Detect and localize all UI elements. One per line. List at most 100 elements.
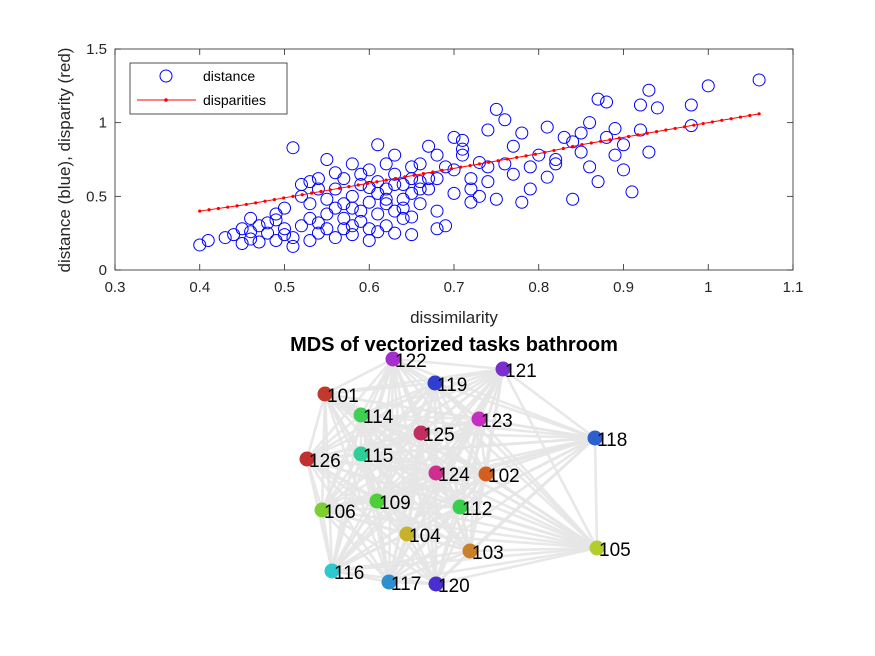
mds-edge xyxy=(478,417,596,440)
disparity-point xyxy=(477,162,482,166)
distance-point xyxy=(506,167,520,181)
mds-edge xyxy=(359,358,395,416)
distance-point xyxy=(608,122,622,136)
x-ticks: 0.3 0.4 0.5 0.6 0.7 0.8 0.9 1 1.1 xyxy=(105,49,804,296)
disparity-point xyxy=(533,152,537,156)
disparity-point xyxy=(244,202,248,207)
disparity-point xyxy=(365,181,370,185)
mds-edge xyxy=(306,367,504,461)
distance-point xyxy=(430,222,444,236)
disparity-point xyxy=(272,197,276,202)
disparity-point xyxy=(701,121,705,126)
mds-edge xyxy=(435,437,596,585)
mds-edge xyxy=(478,418,598,549)
distance-point xyxy=(515,126,529,140)
disparity-point xyxy=(673,126,677,131)
distance-point xyxy=(633,98,647,112)
distance-point xyxy=(583,116,597,130)
distance-point xyxy=(430,148,444,162)
mds-node xyxy=(452,499,468,515)
mds-node xyxy=(478,466,494,482)
mds-edge xyxy=(306,458,437,585)
mds-edge xyxy=(388,436,596,584)
distance-point xyxy=(244,232,258,246)
distance-point xyxy=(608,148,622,162)
distance-point xyxy=(379,182,393,196)
distance-point xyxy=(379,157,393,171)
mds-node xyxy=(317,386,333,402)
y-axis-label: distance (blue), disparity (red) xyxy=(55,48,74,273)
distance-point xyxy=(311,172,325,186)
mds-node-label: 112 xyxy=(462,499,492,520)
disparity-point xyxy=(738,115,743,119)
distance-point xyxy=(193,238,207,252)
x-tick-label: 1.1 xyxy=(783,279,804,296)
distance-point xyxy=(447,186,461,200)
y-ticks: 0 0.5 1 1.5 xyxy=(86,41,793,279)
distance-point xyxy=(303,197,317,211)
mds-edge xyxy=(469,546,598,553)
distance-point xyxy=(439,219,453,233)
disparity-point xyxy=(729,117,733,121)
mds-edge xyxy=(420,367,504,435)
mds-node-label: 123 xyxy=(481,411,513,432)
disparity-point xyxy=(515,155,519,160)
mds-node-label: 116 xyxy=(334,563,364,584)
disparity-point xyxy=(449,167,454,171)
disparity-point xyxy=(524,154,528,158)
distance-point xyxy=(311,182,325,196)
x-tick-label: 0.9 xyxy=(613,279,634,296)
y-tick-label: 1.5 xyxy=(86,41,107,58)
disparity-point xyxy=(487,160,491,164)
disparity-point xyxy=(543,150,547,154)
disparity-point xyxy=(645,131,649,135)
mds-title: MDS of vectorized tasks bathroom xyxy=(290,334,618,356)
distance-point xyxy=(540,170,554,184)
distance-point xyxy=(311,216,325,230)
mds-node xyxy=(428,576,444,592)
disparity-point xyxy=(720,118,724,122)
mds-edge xyxy=(324,357,394,396)
disparity-point xyxy=(440,168,444,173)
mds-node xyxy=(413,425,429,441)
mds-edge xyxy=(388,580,437,586)
distance-point xyxy=(379,192,393,206)
distance-point xyxy=(371,225,385,239)
distance-point xyxy=(345,157,359,171)
mds-edge xyxy=(360,414,461,508)
mds-edge xyxy=(323,393,334,572)
distance-point xyxy=(388,204,402,218)
distance-point xyxy=(345,201,359,215)
distance-point xyxy=(405,228,419,242)
distance-point xyxy=(413,182,427,196)
distance-point xyxy=(633,123,647,137)
disparity-point xyxy=(198,209,202,213)
distance-point xyxy=(600,130,614,144)
distance-point xyxy=(405,160,419,174)
mds-node-label: 122 xyxy=(395,351,427,372)
mds-edge xyxy=(434,367,504,385)
mds-node xyxy=(471,411,487,427)
distance-point xyxy=(269,213,283,227)
distance-point xyxy=(405,186,419,200)
disparity-point xyxy=(599,139,603,143)
mds-node-label: 121 xyxy=(505,361,537,382)
distance-point xyxy=(252,235,266,249)
disparity-point xyxy=(207,208,211,212)
x-axis-label: dissimilarity xyxy=(410,308,498,327)
y-tick-label: 0 xyxy=(99,262,107,279)
x-tick-label: 0.6 xyxy=(359,279,380,296)
distance-point xyxy=(354,204,368,218)
distance-point xyxy=(489,102,503,116)
distance-point xyxy=(523,182,537,196)
mds-node xyxy=(353,446,369,462)
mds-edge xyxy=(359,453,438,585)
mds-node-label: 114 xyxy=(363,407,394,428)
mds-edge xyxy=(330,382,437,572)
distance-point xyxy=(464,172,478,186)
mds-node xyxy=(462,543,478,559)
x-tick-label: 1 xyxy=(704,279,712,296)
distance-point xyxy=(286,231,300,245)
mds-node-label: 119 xyxy=(437,375,467,396)
